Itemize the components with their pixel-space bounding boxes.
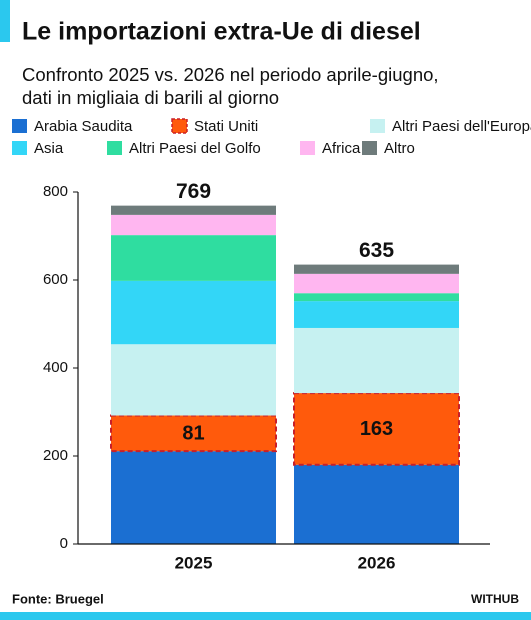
bar-segment [111,280,276,345]
legend-swatch [107,141,122,155]
legend-label: Arabia Saudita [34,118,133,135]
accent-bar [0,0,10,42]
accent-strip [0,612,531,620]
bar-segment [111,205,276,215]
legend-swatch [362,141,377,155]
bar-segment [294,273,459,294]
bar-segment [111,214,276,236]
credit: WITHUB [471,592,519,606]
legend-swatch [370,119,385,133]
x-tick-label: 2025 [175,553,213,572]
total-label: 769 [176,180,211,203]
bar-segment [294,327,459,394]
chart-title: Le importazioni extra-Ue di diesel [22,18,421,46]
source: Fonte: Bruegel [12,591,104,606]
bar-segment [111,451,276,544]
legend-swatch [12,141,27,155]
y-tick-label: 800 [43,183,68,200]
total-label: 635 [359,239,394,262]
bar-segment [293,392,460,466]
legend-label: Altri Paesi dell'Europa [392,118,531,135]
bar-segment [294,264,459,274]
value-label: 163 [360,418,393,440]
bar-segment [294,464,459,544]
bar-segment [111,344,276,416]
x-tick-label: 2026 [358,553,396,572]
legend-swatch [300,141,315,155]
y-tick-label: 600 [43,271,68,288]
bar-segment [294,293,459,302]
legend-label: Africa [322,140,361,157]
legend-label: Altri Paesi del Golfo [129,140,261,157]
value-label: 81 [182,423,204,445]
y-tick-label: 0 [60,535,68,552]
subtitle: dati in migliaia di barili al giorno [22,87,279,108]
y-tick-label: 200 [43,447,68,464]
legend-label: Altro [384,140,415,157]
bar-segment [111,235,276,281]
legend-label: Stati Uniti [194,118,258,135]
legend-swatch [12,119,27,133]
legend-label: Asia [34,140,64,157]
y-tick-label: 400 [43,359,68,376]
subtitle: Confronto 2025 vs. 2026 nel periodo apri… [22,64,439,85]
legend-swatch [171,118,188,134]
bar-segment [110,414,277,453]
bar-segment [294,301,459,328]
